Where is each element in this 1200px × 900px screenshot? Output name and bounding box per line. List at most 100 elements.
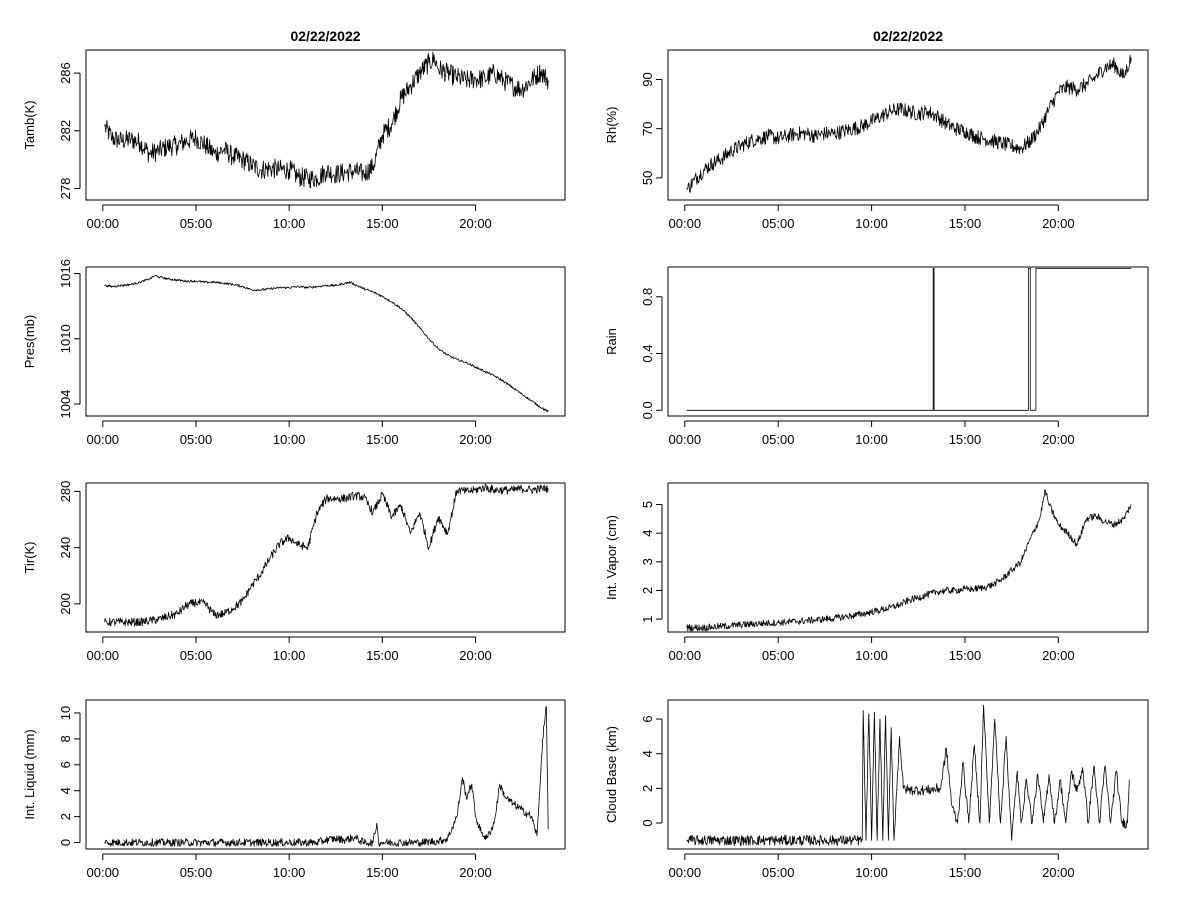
- y-tick-label: 5: [640, 501, 655, 508]
- y-tick-label: 6: [58, 761, 73, 768]
- y-tick-label: 200: [58, 593, 73, 615]
- x-tick-label: 10:00: [855, 432, 888, 447]
- x-tick-label: 10:00: [273, 648, 306, 663]
- y-tick-label: 1: [640, 615, 655, 622]
- y-tick-label: 240: [58, 537, 73, 559]
- y-tick-label: 286: [58, 62, 73, 84]
- x-tick-label: 05:00: [762, 216, 795, 231]
- x-tick-label: 20:00: [459, 216, 492, 231]
- x-tick-label: 05:00: [762, 865, 795, 880]
- y-tick-label: 0.4: [640, 345, 655, 363]
- x-tick-label: 15:00: [366, 432, 399, 447]
- y-tick-label: 0: [640, 819, 655, 826]
- x-tick-label: 15:00: [949, 648, 982, 663]
- y-tick-label: 1010: [58, 324, 73, 353]
- series-line: [104, 274, 549, 413]
- x-tick-label: 05:00: [762, 432, 795, 447]
- x-tick-label: 15:00: [366, 648, 399, 663]
- panel-title: 02/22/2022: [290, 28, 360, 44]
- plot-frame: [667, 699, 1149, 850]
- y-tick-label: 2: [640, 785, 655, 792]
- y-tick-label: 282: [58, 120, 73, 142]
- y-tick-label: 0.0: [640, 401, 655, 419]
- x-tick-label: 20:00: [459, 648, 492, 663]
- y-tick-label: 4: [58, 787, 73, 794]
- y-axis-label: Pres(mb): [22, 315, 37, 368]
- x-tick-label: 00:00: [669, 216, 702, 231]
- x-tick-label: 00:00: [669, 432, 702, 447]
- y-tick-label: 3: [640, 558, 655, 565]
- x-tick-label: 15:00: [949, 865, 982, 880]
- y-tick-label: 0: [58, 839, 73, 846]
- panel-3: 00:00 05:00 10:00 15:00 20:00 1004 1010 1016 Pre…: [22, 259, 566, 447]
- x-tick-label: 20:00: [1042, 432, 1075, 447]
- x-tick-label: 00:00: [669, 865, 702, 880]
- plot-frame: [85, 49, 566, 201]
- x-tick-label: 05:00: [180, 432, 213, 447]
- y-tick-label: 1004: [58, 390, 73, 419]
- y-axis-label: Rh(%): [604, 107, 619, 144]
- plot-frame: [85, 699, 566, 850]
- x-tick-label: 00:00: [87, 648, 120, 663]
- y-tick-label: 280: [58, 481, 73, 503]
- y-axis-label: Int. Vapor (cm): [604, 515, 619, 600]
- y-tick-label: 4: [640, 750, 655, 757]
- y-tick-label: 90: [640, 72, 655, 86]
- y-axis-label: Tir(K): [22, 541, 37, 573]
- x-tick-label: 15:00: [366, 216, 399, 231]
- y-tick-label: 1016: [58, 259, 73, 288]
- y-axis-label: Tamb(K): [22, 100, 37, 149]
- x-tick-label: 15:00: [949, 216, 982, 231]
- x-tick-label: 10:00: [855, 648, 888, 663]
- y-tick-label: 6: [640, 715, 655, 722]
- x-tick-label: 20:00: [1042, 865, 1075, 880]
- panel-4: 00:00 05:00 10:00 15:00 20:00 0.0 0.4 0.8 Rain: [604, 266, 1149, 447]
- plot-frame: [85, 482, 566, 633]
- y-tick-label: 0.8: [640, 288, 655, 306]
- x-tick-label: 05:00: [180, 648, 213, 663]
- y-tick-label: 2: [58, 813, 73, 820]
- panel-5: 00:00 05:00 10:00 15:00 20:00 200 240 280 Tir(K): [22, 481, 566, 663]
- y-tick-label: 8: [58, 735, 73, 742]
- x-tick-label: 20:00: [459, 865, 492, 880]
- y-axis-label: Int. Liquid (mm): [22, 729, 37, 819]
- x-tick-label: 20:00: [1042, 216, 1075, 231]
- y-tick-label: 4: [640, 530, 655, 537]
- y-tick-label: 70: [640, 121, 655, 135]
- x-tick-label: 10:00: [855, 865, 888, 880]
- y-axis-label: Rain: [604, 328, 619, 355]
- series-line: [686, 704, 1130, 846]
- y-tick-label: 10: [58, 706, 73, 720]
- y-tick-label: 2: [640, 587, 655, 594]
- panel-1: 00:00 05:00 10:00 15:00 20:00 278 282 286 Tamb(K…: [22, 28, 566, 231]
- x-tick-label: 00:00: [87, 865, 120, 880]
- plot-frame: [667, 49, 1149, 201]
- x-tick-label: 05:00: [180, 865, 213, 880]
- panel-8: 00:00 05:00 10:00 15:00 20:00 0 2 4 6 Cloud Base …: [604, 699, 1149, 880]
- x-tick-label: 00:00: [669, 648, 702, 663]
- x-tick-label: 10:00: [855, 216, 888, 231]
- series-line: [104, 483, 549, 627]
- x-tick-label: 15:00: [366, 865, 399, 880]
- panel-7: 00:00 05:00 10:00 15:00 20:00 0 2 4 6 8 10 Int. Liq…: [22, 699, 566, 880]
- series-line: [104, 51, 549, 189]
- x-tick-label: 00:00: [87, 432, 120, 447]
- plot-frame: [667, 482, 1149, 633]
- x-tick-label: 10:00: [273, 865, 306, 880]
- panel-6: 00:00 05:00 10:00 15:00 20:00 1 2 3 4 5 Int. Vapor…: [604, 482, 1149, 663]
- y-tick-label: 278: [58, 178, 73, 200]
- series-line: [686, 268, 1132, 411]
- series-line: [686, 54, 1132, 193]
- x-tick-label: 00:00: [87, 216, 120, 231]
- series-line: [104, 706, 549, 847]
- y-axis-label: Cloud Base (km): [604, 726, 619, 823]
- panel-2: 00:00 05:00 10:00 15:00 20:00 50 70 90 Rh(%) 02/2…: [604, 28, 1149, 231]
- x-tick-label: 10:00: [273, 432, 306, 447]
- x-tick-label: 05:00: [180, 216, 213, 231]
- x-tick-label: 20:00: [1042, 648, 1075, 663]
- plot-frame: [667, 266, 1149, 417]
- plot-frame: [85, 266, 566, 417]
- x-tick-label: 05:00: [762, 648, 795, 663]
- y-tick-label: 50: [640, 171, 655, 185]
